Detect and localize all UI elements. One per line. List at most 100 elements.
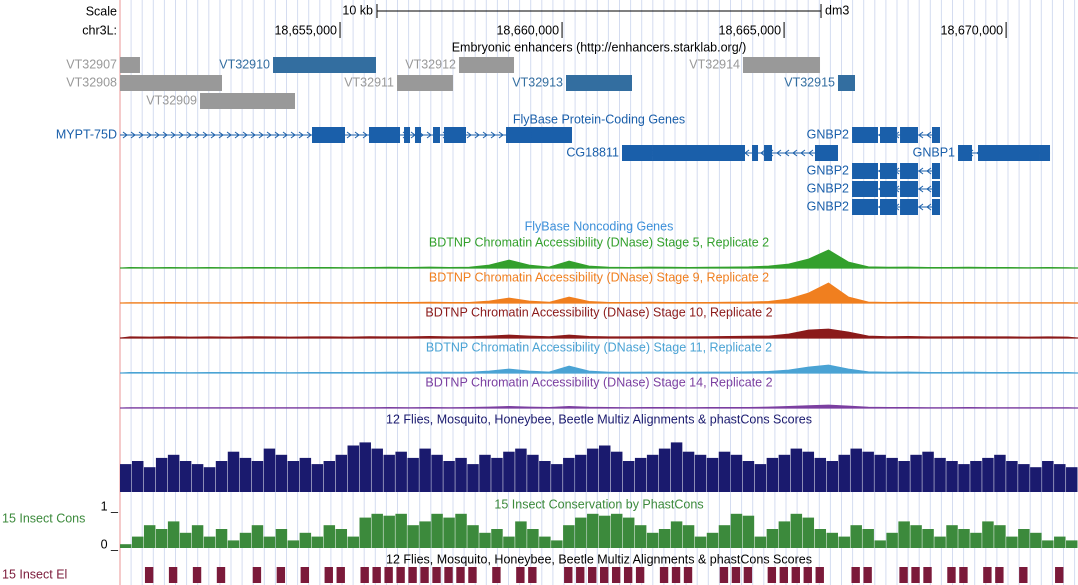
conserved-element [276, 567, 286, 583]
track-title: BDTNP Chromatin Accessibility (DNase) St… [426, 340, 772, 354]
conservation-bar [551, 464, 563, 492]
phastcons-bar [395, 513, 407, 548]
enhancer [120, 75, 222, 91]
conservation-bar [491, 457, 503, 492]
conservation-bar [311, 464, 324, 492]
phastcons-bar [467, 525, 479, 548]
phastcons-bar [275, 529, 288, 548]
exon [433, 127, 440, 143]
conservation-bar [575, 454, 587, 492]
conservation-bar [299, 457, 312, 492]
conserved-element [384, 567, 393, 583]
phastcons-bar [994, 525, 1006, 548]
phastcons-bar [646, 532, 659, 548]
enhancer-label: VT32912 [405, 57, 456, 71]
conservation-bar [1006, 461, 1018, 492]
conservation-bar [778, 454, 791, 492]
strand-arrow [274, 131, 280, 139]
conserved-element [671, 567, 681, 583]
conservation-bar [802, 451, 815, 492]
conservation-bar [239, 457, 252, 492]
conserved-element [456, 567, 465, 583]
phastcons-bar [934, 536, 946, 548]
gene-label: GNBP1 [913, 145, 955, 159]
gene-label: GNBP2 [807, 163, 849, 177]
track-title: 12 Flies, Mosquito, Honeybee, Beetle Mul… [386, 552, 812, 566]
phastcons-bar [431, 513, 443, 548]
conserved-element [144, 567, 154, 583]
conserved-element [779, 567, 789, 583]
phastcons-bar [503, 536, 515, 548]
conservation-bar [419, 448, 431, 492]
conserved-element [360, 567, 369, 583]
conservation-bar [742, 461, 755, 492]
exon [752, 145, 759, 161]
phastcons-bar [694, 536, 707, 548]
conservation-bar [515, 448, 527, 492]
scale-label: Scale [86, 4, 117, 18]
conserved-element [911, 567, 920, 583]
strand-arrow [258, 131, 264, 139]
conservation-bar [862, 451, 874, 492]
phastcons-bar [239, 532, 252, 548]
conserved-element [168, 567, 178, 583]
strand-arrow [760, 149, 766, 157]
phastcons-bar [347, 536, 359, 548]
phastcons-bar [599, 515, 611, 548]
phastcons-bar [227, 540, 240, 548]
conservation-bar [443, 461, 455, 492]
conservation-bar [323, 461, 336, 492]
signal-area [119, 282, 1078, 304]
conservation-bar [718, 451, 731, 492]
exon [852, 199, 878, 215]
assembly-label: dm3 [825, 3, 849, 17]
phastcons-bar [587, 513, 599, 548]
conservation-bar [634, 457, 647, 492]
phastcons-bar [443, 517, 455, 548]
signal-area [119, 364, 1078, 374]
strand-arrow [926, 131, 932, 139]
gene-label: GNBP2 [807, 199, 849, 213]
strand-arrow [306, 131, 312, 139]
phastcons-bar [539, 536, 551, 548]
conserved-element [767, 567, 777, 583]
phastcons-bar [179, 532, 192, 548]
enhancer [837, 75, 855, 91]
conservation-bar [814, 457, 827, 492]
strand-arrow [482, 131, 488, 139]
phastcons-bar [814, 529, 827, 548]
conserved-element [468, 567, 477, 583]
phastcons-bar [610, 513, 623, 548]
conservation-bar [251, 461, 264, 492]
phastcons-bar [323, 525, 336, 548]
conserved-element [420, 567, 429, 583]
phastcons-bar [359, 517, 371, 548]
conserved-element [408, 567, 417, 583]
phastcons-bar [754, 536, 767, 548]
phastcons-bar [622, 517, 635, 548]
conserved-element [444, 567, 453, 583]
phastcons-bar [910, 525, 922, 548]
conservation-bar [622, 461, 635, 492]
exon [977, 145, 1040, 161]
strand-arrow [792, 149, 798, 157]
conservation-bar [922, 451, 934, 492]
exon [764, 145, 773, 161]
conservation-bar [539, 461, 551, 492]
conservation-bar [898, 461, 910, 492]
exon [879, 163, 898, 179]
strand-arrow [242, 131, 248, 139]
phastcons-bar [718, 525, 731, 548]
strand-arrow [490, 131, 496, 139]
conservation-bar [263, 448, 276, 492]
strand-arrow [194, 131, 200, 139]
enhancer [200, 93, 296, 109]
phastcons-bar [167, 521, 180, 548]
conserved-element [719, 567, 729, 583]
phastcons-bar [682, 525, 695, 548]
signal-area [119, 328, 1078, 339]
conservation-bar [670, 442, 683, 492]
conserved-element [959, 567, 968, 583]
conservation-bar [335, 454, 348, 492]
conservation-bar [275, 454, 288, 492]
